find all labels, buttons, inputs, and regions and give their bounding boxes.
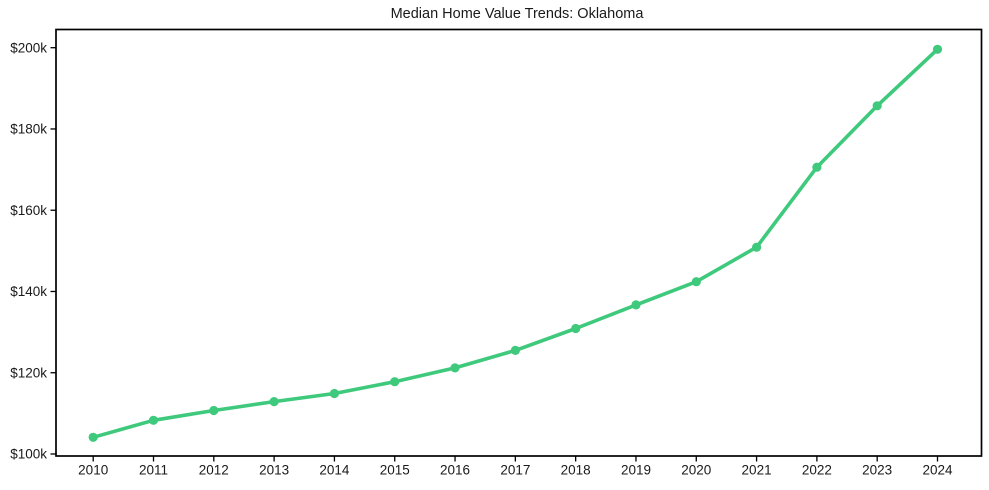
x-tick-label: 2012	[199, 463, 229, 478]
data-point-marker	[631, 300, 641, 310]
data-point-marker	[269, 397, 279, 407]
series-line	[91, 47, 940, 440]
y-tick-label: $140k	[10, 284, 47, 299]
y-tick-label: $180k	[10, 122, 47, 137]
y-axis: $100k $120k $140k $160k $180k $200k	[10, 40, 56, 462]
data-point-marker	[812, 162, 822, 172]
x-tick-label: 2016	[440, 463, 470, 478]
x-tick-label: 2019	[621, 463, 651, 478]
data-point-marker	[390, 377, 400, 387]
x-tick-label: 2013	[259, 463, 289, 478]
x-axis: 2010 2011 2012 2013 2014 2015 2016 2017 2018 2019…	[78, 456, 953, 478]
data-point-marker	[148, 415, 159, 425]
data-point-marker	[571, 323, 581, 334]
data-point-marker	[450, 363, 460, 373]
series-markers	[88, 44, 943, 442]
data-point-marker	[88, 432, 98, 442]
x-tick-label: 2022	[802, 463, 832, 478]
data-point-marker	[872, 101, 882, 111]
plot-border	[55, 28, 983, 457]
data-point-marker	[209, 405, 219, 416]
data-point-marker	[510, 345, 520, 355]
data-point-marker	[752, 242, 762, 252]
chart-title: Median Home Value Trends: Oklahoma	[391, 6, 645, 22]
x-tick-label: 2014	[319, 463, 350, 478]
x-tick-label: 2020	[681, 463, 711, 478]
data-point-marker	[932, 44, 943, 54]
x-tick-label: 2017	[500, 463, 530, 478]
y-tick-label: $100k	[10, 447, 47, 462]
x-tick-label: 2021	[742, 463, 772, 478]
y-tick-label: $160k	[10, 203, 47, 218]
x-tick-label: 2015	[380, 463, 410, 478]
y-tick-label: $200k	[10, 40, 47, 55]
y-tick-label: $120k	[10, 365, 47, 380]
x-tick-label: 2018	[561, 463, 591, 478]
data-point-marker	[329, 388, 339, 399]
x-tick-label: 2023	[862, 463, 892, 478]
x-tick-label: 2010	[78, 463, 108, 478]
x-tick-label: 2024	[922, 463, 953, 478]
data-point-marker	[691, 277, 701, 287]
x-tick-label: 2011	[139, 463, 168, 478]
